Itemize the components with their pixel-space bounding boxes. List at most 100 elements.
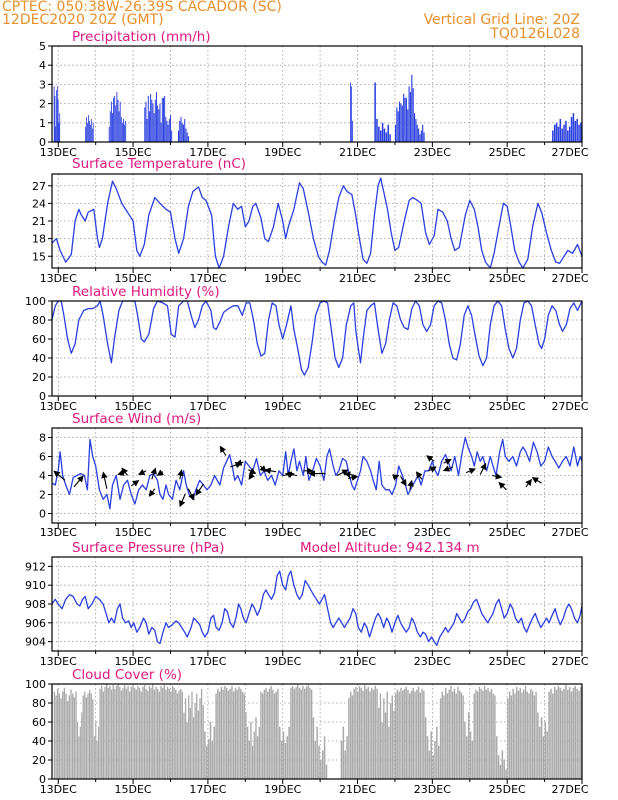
data-bar (567, 689, 569, 779)
data-bar (150, 94, 152, 142)
data-bar (412, 687, 414, 779)
data-bar (55, 126, 57, 142)
data-bar (130, 686, 133, 779)
data-bar (120, 117, 122, 142)
data-bar (110, 101, 112, 142)
data-bar (397, 111, 399, 142)
data-bar (114, 688, 116, 779)
wind-arrow (264, 467, 277, 475)
data-bar (446, 693, 449, 779)
x-axis: 13DEC 15DEC 17DEC 19DEC 21DEC 23DEC 25DEC 27DEC (40, 142, 589, 159)
data-bar (419, 692, 422, 779)
data-bar (229, 688, 231, 779)
data-bar (92, 122, 94, 142)
wind-arrow (415, 471, 423, 480)
data-bar (576, 688, 578, 779)
data-bar (89, 124, 91, 142)
data-bar (79, 726, 81, 779)
data-bar (202, 704, 204, 779)
data-bar (148, 111, 150, 142)
data-bar (351, 86, 352, 142)
x-tick-label: 13DEC (40, 146, 77, 159)
data-bar (53, 691, 56, 779)
y-tick-label: 4 (39, 470, 46, 483)
data-bar (401, 690, 404, 779)
x-tick-label: 27DEC (551, 272, 588, 285)
series-line (51, 436, 583, 510)
y-axis: 0 20 40 60 80 100 (25, 678, 52, 786)
data-bar (457, 686, 459, 779)
data-bar (559, 118, 562, 142)
data-bar (524, 685, 527, 779)
y-tick-label: 904 (25, 636, 46, 649)
data-bar (84, 691, 86, 779)
x-tick-label: 25DEC (489, 146, 526, 159)
data-bar (272, 689, 274, 779)
data-bar (167, 124, 169, 142)
data-bar (533, 695, 536, 779)
data-bar (441, 691, 443, 779)
data-bar (85, 697, 88, 779)
x-axis: 13DEC 15DEC 17DEC 19DEC 21DEC 23DEC 25DEC 27DEC (40, 651, 589, 668)
data-bar (115, 105, 117, 142)
data-bar (342, 726, 345, 779)
data-bar (302, 685, 304, 779)
data-bar (517, 690, 520, 779)
data-bar (396, 689, 399, 779)
data-bar (553, 686, 556, 779)
x-tick-label: 25DEC (489, 526, 526, 539)
data-bar (186, 132, 188, 142)
data-bar (154, 99, 156, 142)
series-line (51, 570, 583, 647)
data-bar (555, 122, 558, 142)
data-bar (116, 92, 118, 142)
data-bar (166, 120, 168, 142)
data-bar (56, 86, 58, 142)
data-bar (367, 686, 369, 779)
data-bar (183, 712, 185, 779)
data-bar (277, 688, 279, 779)
data-bar (191, 691, 193, 779)
data-bar (163, 684, 165, 779)
data-bar (381, 122, 384, 142)
y-tick-label: 21 (32, 215, 46, 228)
y-tick-label: 912 (25, 560, 46, 573)
data-bar (109, 111, 111, 142)
data-bar (561, 690, 563, 779)
y-tick-label: 0 (39, 773, 46, 786)
data-bar (290, 687, 292, 779)
data-bar (55, 695, 57, 779)
data-bar (436, 726, 438, 779)
data-bar (507, 698, 509, 779)
data-bar (90, 693, 92, 779)
data-bar (404, 97, 406, 142)
series (51, 436, 583, 510)
data-bar (550, 688, 552, 779)
data-bar (173, 687, 175, 779)
y-axis: 0 2 4 6 8 (39, 432, 52, 521)
data-bar (410, 690, 413, 779)
data-bar (483, 685, 486, 779)
data-bar (314, 741, 317, 779)
data-bar (245, 712, 247, 779)
data-bar (145, 101, 147, 142)
data-bar (298, 687, 301, 779)
data-bar (396, 107, 398, 142)
data-bar (538, 726, 541, 779)
data-bar (388, 726, 390, 779)
data-bar (86, 117, 87, 142)
data-bar (189, 707, 192, 779)
data-bar (423, 132, 425, 142)
series-line (51, 300, 583, 376)
data-bar (98, 726, 100, 779)
data-bar (161, 97, 163, 142)
data-bar (394, 693, 397, 779)
data-bar (144, 107, 146, 142)
x-tick-label: 15DEC (115, 655, 152, 668)
data-bar (394, 124, 397, 142)
y-tick-label: 100 (25, 678, 46, 691)
data-bar (164, 95, 166, 142)
data-bar (180, 688, 182, 779)
data-bar (129, 691, 131, 779)
